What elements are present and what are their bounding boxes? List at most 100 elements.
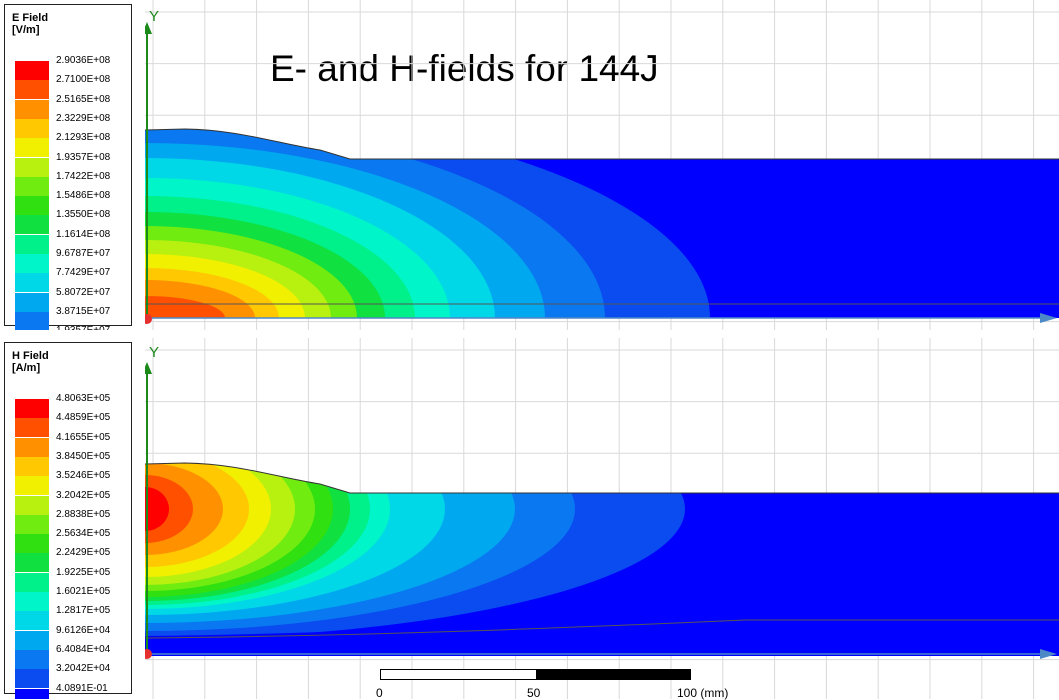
- h-legend-swatch: [15, 649, 49, 669]
- h-legend-row: 2.8838E+05: [10, 509, 130, 534]
- e-field-band: [145, 280, 255, 318]
- scale-label-50: 50: [527, 686, 541, 700]
- h-legend-value: 3.2042E+05: [56, 489, 111, 501]
- h-field-panel: Y H Field [A/m] 4.8063E+05 4.4859E+05 4.16…: [0, 338, 1059, 699]
- e-legend-value: 2.3229E+08: [56, 112, 111, 124]
- e-legend-value: 1.9357E+07: [56, 325, 110, 330]
- scale-bar: [380, 669, 691, 680]
- e-legend-swatch: [15, 196, 49, 216]
- e-legend-swatch: [15, 99, 49, 119]
- h-legend-swatch: [15, 669, 49, 689]
- h-legend-row: 3.5246E+05: [10, 470, 130, 496]
- e-legend-value: 1.5486E+08: [56, 190, 111, 202]
- e-origin-marker: [145, 314, 152, 324]
- h-legend-swatch: [15, 399, 49, 418]
- e-legend-value: 2.7100E+08: [56, 74, 111, 86]
- e-legend-swatch: [15, 292, 49, 312]
- h-legend-row: 6.4084E+04: [10, 644, 130, 669]
- e-legend-value: 9.6787E+07: [56, 248, 111, 259]
- e-legend-swatch: [15, 80, 49, 100]
- h-legend-swatch: [15, 572, 49, 592]
- e-legend-row: 5.8072E+07: [10, 287, 130, 312]
- e-legend-row: 9.6787E+07: [10, 248, 130, 273]
- h-legend-value: 2.8838E+05: [56, 508, 111, 520]
- h-y-axis-arrow: [145, 362, 152, 374]
- h-field-lower-band: [145, 600, 1059, 656]
- h-field-outline: [145, 462, 1059, 494]
- h-legend-row: 4.4859E+05: [10, 412, 130, 438]
- h-origin-marker: [145, 649, 152, 659]
- e-legend-value: 1.7422E+08: [56, 170, 111, 182]
- h-legend-title-quantity: H Field: [12, 350, 49, 362]
- h-field-band: [145, 475, 193, 543]
- e-legend-row: 1.9357E+08: [10, 152, 130, 177]
- h-field-plot: [145, 338, 1059, 699]
- e-legend-value: 5.8072E+07: [56, 286, 111, 298]
- h-legend-swatch: [15, 476, 49, 496]
- h-legend-swatch: [15, 611, 49, 631]
- h-legend-value: 1.6021E+05: [56, 586, 111, 597]
- e-legend-row: 1.3550E+08: [10, 209, 130, 235]
- e-legend-row: 7.7429E+07: [10, 267, 130, 293]
- h-legend-row: 9.6126E+04: [10, 625, 130, 650]
- e-legend-value: 7.7429E+07: [56, 267, 111, 279]
- h-legend-swatch: [15, 553, 49, 573]
- h-legend-row: 2.5634E+05: [10, 528, 130, 554]
- e-legend-row: 2.9036E+08: [10, 55, 130, 80]
- h-legend-swatch: [15, 534, 49, 554]
- e-legend-row: 2.3229E+08: [10, 113, 130, 138]
- e-y-axis-label: Y: [149, 8, 160, 25]
- h-legend-swatch: [15, 514, 49, 534]
- e-field-band: [145, 296, 225, 318]
- h-legend-row: 1.9225E+05: [10, 567, 130, 592]
- e-legend-swatch: [15, 215, 49, 235]
- e-legend-value: 3.8715E+07: [56, 305, 111, 317]
- e-legend-value: 1.3550E+08: [56, 209, 111, 221]
- h-legend-value: 4.8063E+05: [56, 393, 111, 404]
- h-legend-value: 3.5246E+05: [56, 470, 111, 482]
- h-legend-value: 4.4859E+05: [56, 412, 111, 424]
- e-legend-swatch: [15, 311, 49, 330]
- h-legend-row: 2.2429E+05: [10, 547, 130, 573]
- e-legend-value: 2.9036E+08: [56, 55, 111, 66]
- h-legend-row: 3.8450E+05: [10, 451, 130, 476]
- h-legend-value: 4.0891E-01: [56, 682, 108, 694]
- scale-bar-white-segment: [380, 669, 537, 680]
- h-legend-swatch: [15, 592, 49, 611]
- e-legend-row: 1.5486E+08: [10, 190, 130, 216]
- e-field-legend: E Field [V/m] 2.9036E+08 2.7100E+08 2.5165…: [4, 4, 132, 330]
- e-legend-row: 2.7100E+08: [10, 74, 130, 100]
- e-legend-row: 2.1293E+08: [10, 132, 130, 158]
- e-legend-title-unit: [V/m]: [12, 24, 40, 36]
- e-legend-swatch: [15, 118, 49, 138]
- h-legend-value: 1.9225E+05: [56, 566, 111, 578]
- h-legend-row: 1.6021E+05: [10, 586, 130, 611]
- h-legend-swatch: [15, 688, 49, 699]
- h-field-legend: H Field [A/m] 4.8063E+05 4.4859E+05 4.1655…: [4, 342, 132, 699]
- e-legend-title: E Field [V/m]: [12, 12, 48, 36]
- e-legend-row: 3.8715E+07: [10, 306, 130, 330]
- e-legend-swatch: [15, 176, 49, 196]
- h-field-axes: [145, 362, 1057, 659]
- h-legend-row: 4.0891E-01: [10, 683, 130, 699]
- e-legend-swatch: [15, 234, 49, 254]
- h-legend-value: 2.2429E+05: [56, 547, 111, 559]
- e-legend-title-quantity: E Field: [12, 12, 49, 24]
- e-legend-value: 1.1614E+08: [56, 228, 111, 240]
- h-field-contours: [145, 462, 1059, 656]
- h-legend-title: H Field [A/m]: [12, 350, 49, 374]
- h-legend-swatch: [15, 495, 49, 515]
- h-legend-value: 1.2817E+05: [56, 605, 111, 617]
- h-legend-swatch: [15, 437, 49, 457]
- e-field-axes: [145, 22, 1057, 324]
- e-y-axis-arrow: [145, 22, 152, 34]
- scale-label-100: 100 (mm): [677, 686, 729, 700]
- e-legend-swatch: [15, 157, 49, 177]
- scale-label-0: 0: [376, 686, 383, 700]
- e-legend-value: 2.1293E+08: [56, 132, 111, 144]
- e-field-outline: [145, 128, 1059, 160]
- h-x-axis-arrow: [1040, 649, 1057, 659]
- h-legend-row: 4.8063E+05: [10, 393, 130, 418]
- h-legend-value: 4.1655E+05: [56, 431, 111, 443]
- h-y-axis-label: Y: [149, 344, 160, 361]
